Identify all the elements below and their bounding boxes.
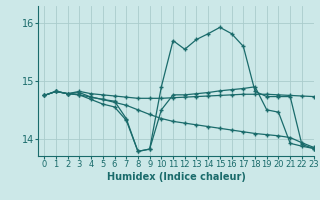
X-axis label: Humidex (Indice chaleur): Humidex (Indice chaleur) bbox=[107, 172, 245, 182]
